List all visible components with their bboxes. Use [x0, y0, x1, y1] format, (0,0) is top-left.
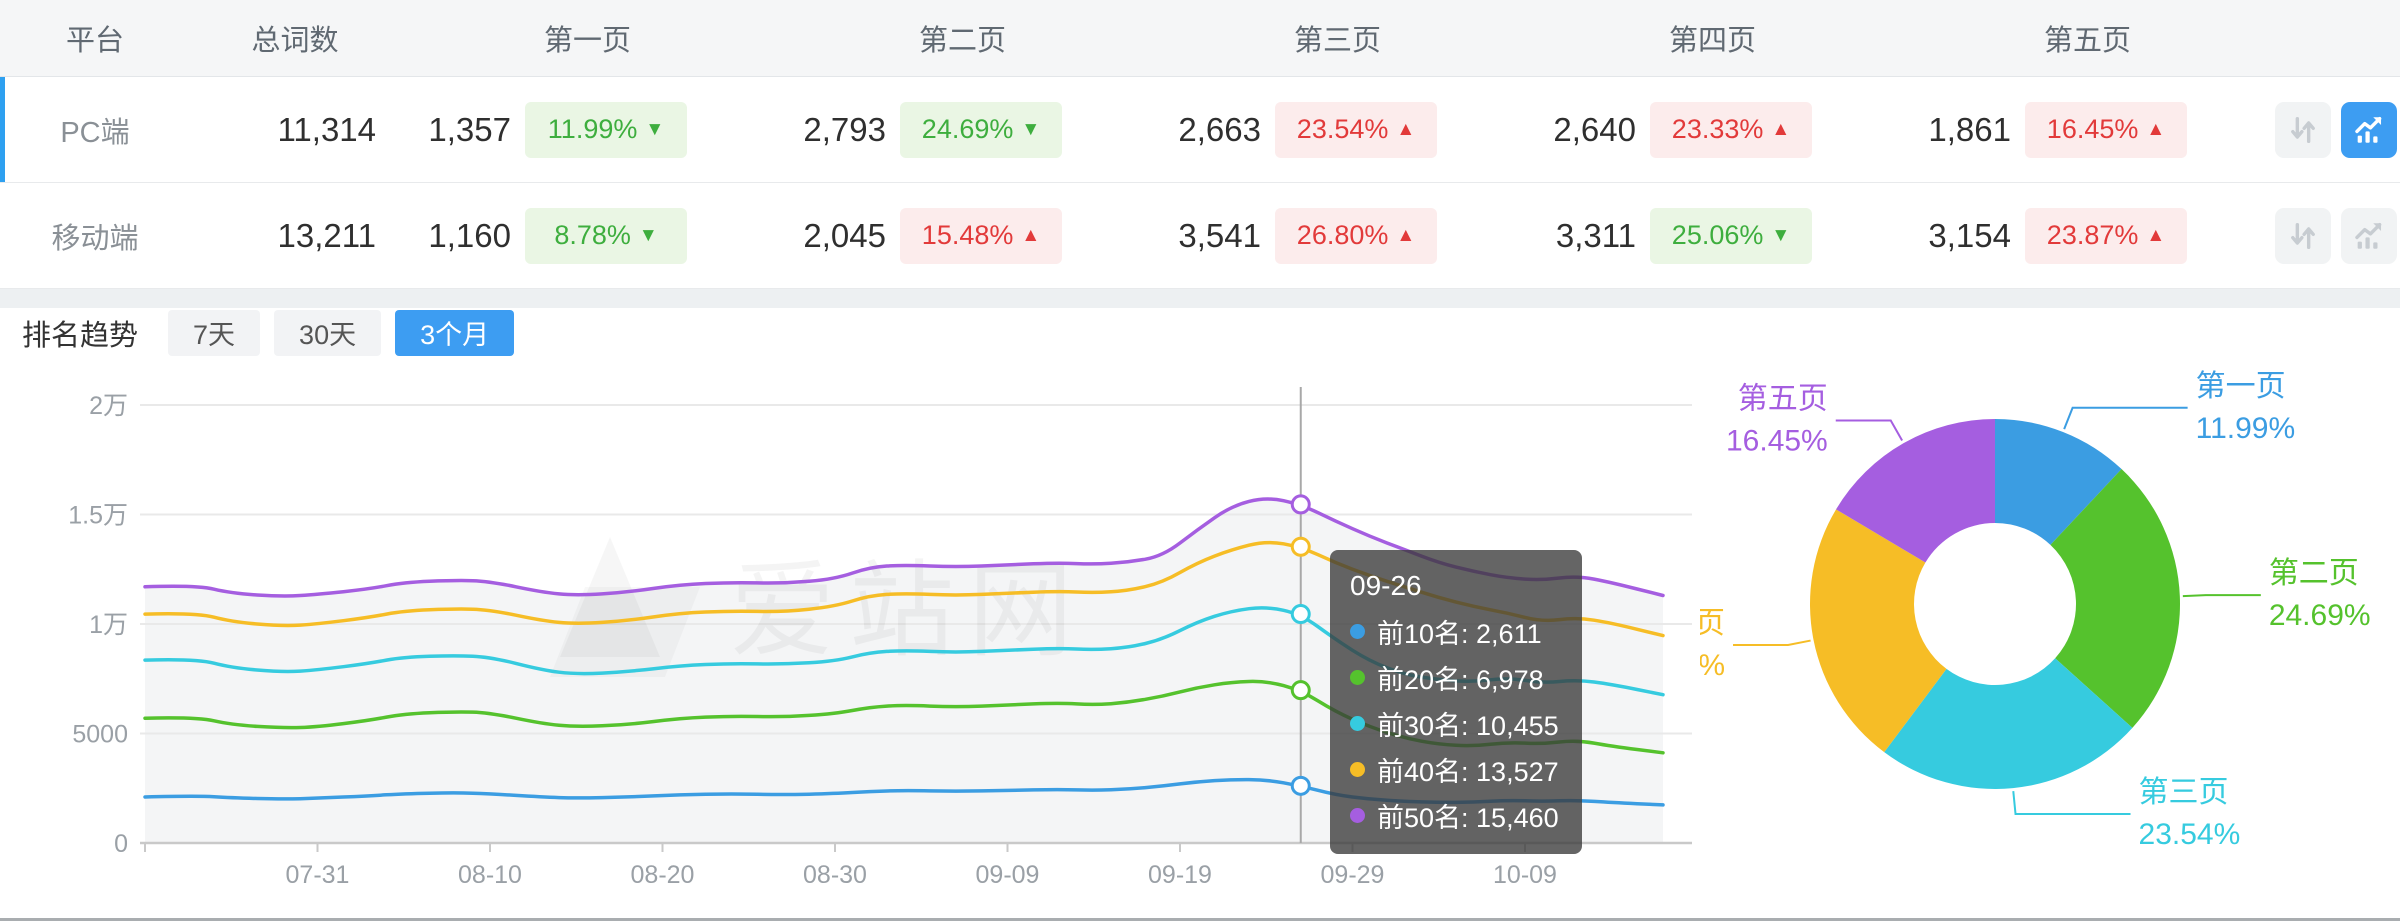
svg-text:09-09: 09-09	[976, 861, 1040, 889]
change-badge: 23.54% ▲	[1275, 101, 1437, 158]
page5-cell: 1,861 16.45% ▲	[1900, 101, 2275, 158]
change-badge: 8.78% ▼	[525, 207, 687, 264]
time-range-tabs: 7天 30天 3个月	[168, 309, 515, 356]
svg-text:07-31: 07-31	[286, 861, 350, 889]
trend-chart-icon	[2355, 116, 2382, 143]
sort-compare-button[interactable]	[2275, 101, 2331, 158]
platform-label: PC端	[60, 116, 130, 149]
page4-cell: 3,311 25.06% ▼	[1525, 207, 1900, 264]
table-row[interactable]: 移动端 13,211 1,160 8.78% ▼ 2,045 15.48% ▲ 3,…	[0, 183, 2400, 289]
change-badge: 23.33% ▲	[1650, 101, 1812, 158]
page3-count: 3,541	[1178, 216, 1261, 254]
platform-label: 移动端	[51, 222, 139, 255]
total-words-value: 11,314	[277, 110, 376, 148]
svg-text:08-20: 08-20	[631, 861, 695, 889]
svg-text:5000: 5000	[72, 721, 128, 749]
donut-label-pct: 23.54%	[2139, 818, 2241, 851]
trend-chart-button[interactable]	[2341, 207, 2397, 264]
change-badge: 15.48% ▲	[900, 207, 1062, 264]
col-header-page4: 第四页	[1668, 25, 1756, 57]
donut-label-pct: 16.45%	[1726, 425, 1828, 458]
change-badge: 26.80% ▲	[1275, 207, 1437, 264]
svg-text:1.5万: 1.5万	[68, 502, 128, 530]
page1-cell: 1,160 8.78% ▼	[400, 207, 775, 264]
donut-slice-第一页[interactable]: 第一页 11.99%	[1995, 370, 2295, 545]
svg-text:09-19: 09-19	[1148, 861, 1212, 889]
change-badge: 11.99% ▼	[525, 101, 687, 158]
charts-area: 爱站网 07-31 08-10 08-20 08-30 09-09 09-19 09-29 1…	[0, 357, 2400, 918]
col-header-page1: 第一页	[543, 25, 631, 57]
page4-count: 2,640	[1553, 110, 1636, 148]
change-badge: 16.45% ▲	[2025, 101, 2187, 158]
page4-cell: 2,640 23.33% ▲	[1525, 101, 1900, 158]
change-badge: 24.69% ▼	[900, 101, 1062, 158]
up-down-arrows-icon	[2291, 116, 2315, 143]
col-header-platform: 平台	[65, 25, 124, 57]
donut-label: 第二页	[2269, 557, 2359, 590]
donut-label: 第四页	[1700, 607, 1725, 640]
page2-cell: 2,793 24.69% ▼	[775, 101, 1150, 158]
page1-count: 1,160	[428, 216, 511, 254]
total-words-value: 13,211	[277, 216, 376, 254]
page1-cell: 1,357 11.99% ▼	[400, 101, 775, 158]
change-badge: 25.06% ▼	[1650, 207, 1812, 264]
page5-cell: 3,154 23.87% ▲	[1900, 207, 2275, 264]
svg-text:08-10: 08-10	[458, 861, 522, 889]
section-divider	[0, 289, 2400, 308]
donut-label: 第一页	[2196, 370, 2286, 403]
keyword-rank-table: 平台 总词数 第一页 第二页 第三页 第四页 第五页 PC端 11,314 1,…	[0, 0, 2400, 289]
svg-text:1万: 1万	[89, 611, 128, 639]
trend-chart-button[interactable]	[2341, 101, 2397, 158]
donut-label-pct: 11.99%	[2196, 412, 2296, 445]
svg-text:10-09: 10-09	[1493, 861, 1557, 889]
svg-text:09-29: 09-29	[1321, 861, 1385, 889]
up-down-arrows-icon	[2291, 222, 2315, 249]
donut-slice-第二页[interactable]: 第二页 24.69%	[2050, 469, 2371, 728]
change-badge: 23.87% ▲	[2025, 207, 2187, 264]
svg-text:2万: 2万	[89, 392, 128, 420]
page1-count: 1,357	[428, 110, 511, 148]
page3-cell: 3,541 26.80% ▲	[1150, 207, 1525, 264]
page3-cell: 2,663 23.54% ▲	[1150, 101, 1525, 158]
trend-header: 排名趋势 7天 30天 3个月	[0, 308, 2400, 357]
donut-label-pct: 24.69%	[2269, 599, 2371, 632]
donut-label: 第三页	[2139, 776, 2229, 809]
trend-chart-icon	[2355, 222, 2382, 249]
page3-count: 2,663	[1178, 110, 1261, 148]
rank-trend-line-chart[interactable]: 爱站网 07-31 08-10 08-20 08-30 09-09 09-19 09-29 1…	[0, 357, 1700, 918]
row-actions	[2275, 207, 2400, 264]
donut-slice-第四页[interactable]: 第四页 23.33%	[1700, 509, 1947, 753]
tab-3-months[interactable]: 3个月	[395, 309, 515, 356]
donut-label-pct: 23.33%	[1700, 649, 1725, 682]
page5-count: 1,861	[1928, 110, 2011, 148]
donut-slice-第三页[interactable]: 第三页 23.54%	[1884, 658, 2240, 851]
col-header-total: 总词数	[251, 25, 339, 57]
donut-label: 第五页	[1738, 383, 1828, 416]
table-row[interactable]: PC端 11,314 1,357 11.99% ▼ 2,793 24.69% ▼ 2…	[0, 77, 2400, 183]
row-actions	[2275, 101, 2400, 158]
page2-count: 2,793	[803, 110, 886, 148]
page-bottom-border	[0, 918, 2400, 921]
svg-text:0: 0	[114, 830, 128, 858]
page2-count: 2,045	[803, 216, 886, 254]
table-header-row: 平台 总词数 第一页 第二页 第三页 第四页 第五页	[0, 0, 2400, 77]
page2-cell: 2,045 15.48% ▲	[775, 207, 1150, 264]
rank-trend-section: 排名趋势 7天 30天 3个月 爱站网 07-31 08-10 08-20 08-30…	[0, 308, 2400, 918]
page4-count: 3,311	[1555, 216, 1636, 254]
donut-slice-第五页[interactable]: 第五页 16.45%	[1726, 383, 1995, 563]
col-header-page3: 第三页	[1293, 25, 1381, 57]
col-header-page2: 第二页	[918, 25, 1006, 57]
sort-compare-button[interactable]	[2275, 207, 2331, 264]
svg-text:08-30: 08-30	[803, 861, 867, 889]
page5-count: 3,154	[1928, 216, 2011, 254]
trend-section-title: 排名趋势	[22, 319, 139, 352]
tab-30-days[interactable]: 30天	[274, 309, 382, 356]
tab-7-days[interactable]: 7天	[168, 309, 261, 356]
col-header-page5: 第五页	[2043, 25, 2131, 57]
page-distribution-donut-chart[interactable]: 第一页 11.99% 第二页 24.69% 第三页 23.54% 第四页 23.33% 第五页 1…	[1700, 357, 2400, 918]
